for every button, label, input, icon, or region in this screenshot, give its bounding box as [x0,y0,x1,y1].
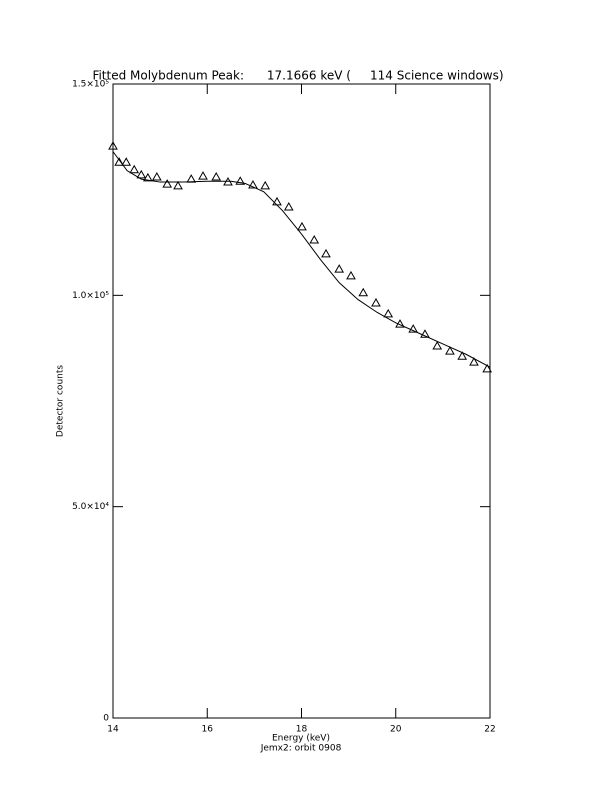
data-point [457,351,468,360]
data-point [114,157,124,166]
y-axis-label: Detector counts [56,365,66,437]
data-point [121,157,132,166]
data-point [143,172,153,182]
data-point [108,141,118,150]
data-point [445,346,455,355]
y-tick-label: 1.5×10⁵ [72,80,109,90]
data-point [334,264,345,273]
x-tick-label: 14 [107,725,119,735]
data-point [383,308,394,318]
data-point [198,171,208,180]
data-point [346,270,356,280]
x-tick-label: 22 [484,725,495,735]
data-point [260,180,271,190]
data-point [272,196,282,206]
data-point [309,234,320,244]
chart-title: Fitted Molybdenum Peak: 17.1666 keV ( 11… [92,69,503,83]
x-tick-label: 16 [202,725,214,735]
data-point [408,324,419,333]
data-point [186,174,197,183]
data-point [129,164,140,174]
plot-frame [112,83,491,719]
data-point [420,329,430,338]
data-point [469,357,479,366]
data-point [248,180,258,189]
data-point [371,297,381,307]
data-point [151,171,162,181]
data-point [173,180,183,190]
fit-line [112,151,491,368]
x-tick-label: 18 [296,725,308,735]
y-tick-label: 0 [103,714,109,724]
data-point [321,248,331,258]
data-point [482,363,493,373]
data-point [162,179,173,188]
data-point [235,176,246,185]
data-point [283,201,294,211]
data-point [432,341,443,350]
y-tick-label: 5.0×10⁴ [72,502,109,512]
data-point [211,171,222,181]
data-point [358,287,369,297]
x-tick-label: 20 [390,725,402,735]
subtitle: Jemx2: orbit 0908 [260,744,342,754]
data-point [297,221,307,231]
y-tick-label: 1.0×10⁵ [72,291,109,301]
data-point [136,169,147,179]
x-axis-label: Energy (keV) [272,734,330,744]
